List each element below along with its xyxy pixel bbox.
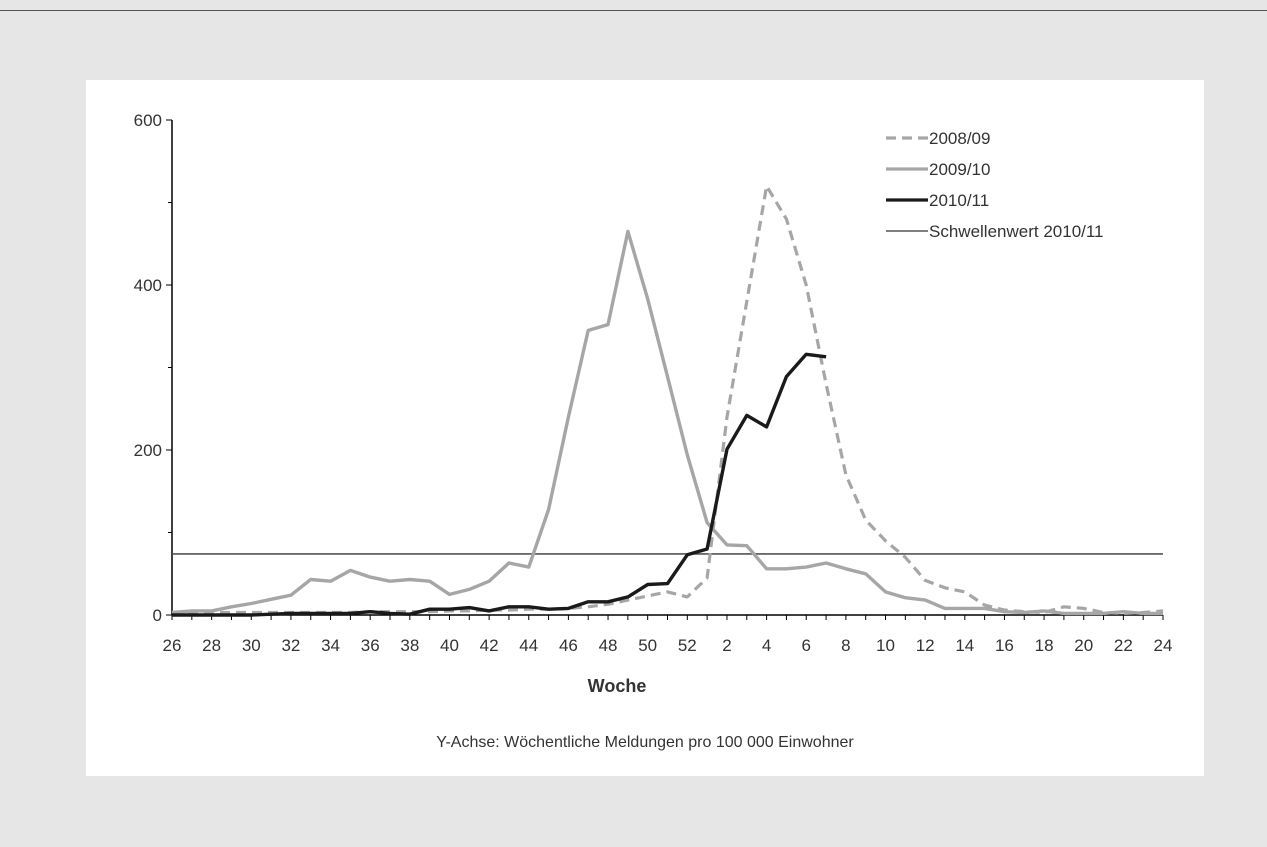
x-tick-label: 28 bbox=[202, 636, 221, 655]
chart-caption: Y-Achse: Wöchentliche Meldungen pro 100 … bbox=[436, 734, 854, 751]
x-tick-label: 10 bbox=[876, 636, 895, 655]
x-tick-label: 30 bbox=[242, 636, 261, 655]
x-tick-label: 44 bbox=[519, 636, 538, 655]
x-tick-label: 46 bbox=[559, 636, 578, 655]
x-tick-label: 32 bbox=[281, 636, 300, 655]
x-tick-label: 18 bbox=[1035, 636, 1054, 655]
legend-label: Schwellenwert 2010/11 bbox=[929, 222, 1104, 241]
x-tick-label: 8 bbox=[841, 636, 850, 655]
x-tick-label: 48 bbox=[599, 636, 618, 655]
x-tick-label: 42 bbox=[480, 636, 499, 655]
x-tick-label: 26 bbox=[163, 636, 182, 655]
series-line-2009-10 bbox=[171, 229, 1163, 616]
x-tick-label: 2 bbox=[722, 636, 731, 655]
x-tick-label: 24 bbox=[1154, 636, 1173, 655]
series-line-2010-11 bbox=[172, 352, 827, 617]
y-tick-label: 600 bbox=[134, 111, 162, 130]
x-tick-label: 4 bbox=[762, 636, 771, 655]
y-tick-label: 400 bbox=[134, 276, 162, 295]
legend-label: 2008/09 bbox=[929, 129, 990, 148]
x-tick-label: 6 bbox=[802, 636, 811, 655]
series-line-2008-09 bbox=[172, 184, 1164, 616]
x-tick-label: 34 bbox=[321, 636, 340, 655]
legend: 2008/09 2009/10 2010/11 Schwellenwert 2010/… bbox=[886, 129, 1104, 241]
x-tick-label: 38 bbox=[400, 636, 419, 655]
x-tick-label: 22 bbox=[1114, 636, 1133, 655]
x-tick-label: 14 bbox=[955, 636, 974, 655]
y-tick-label: 0 bbox=[153, 606, 162, 625]
x-tick-label: 40 bbox=[440, 636, 459, 655]
chart-panel: 0 200 400 600 26 28 30 32 34 36 38 40 42 44 46 48 50 52 2 4… bbox=[86, 80, 1204, 776]
x-tick-label: 16 bbox=[995, 636, 1014, 655]
legend-label: 2009/10 bbox=[929, 160, 990, 179]
x-axis-label: Woche bbox=[588, 676, 647, 696]
x-tick-label: 12 bbox=[916, 636, 935, 655]
x-tick-label: 50 bbox=[638, 636, 657, 655]
top-rule bbox=[0, 10, 1267, 11]
x-tick-label: 36 bbox=[361, 636, 380, 655]
x-tick-label: 20 bbox=[1074, 636, 1093, 655]
x-tick-label: 52 bbox=[678, 636, 697, 655]
plot-area bbox=[171, 184, 1164, 617]
legend-label: 2010/11 bbox=[929, 191, 989, 210]
y-tick-label: 200 bbox=[134, 441, 162, 460]
